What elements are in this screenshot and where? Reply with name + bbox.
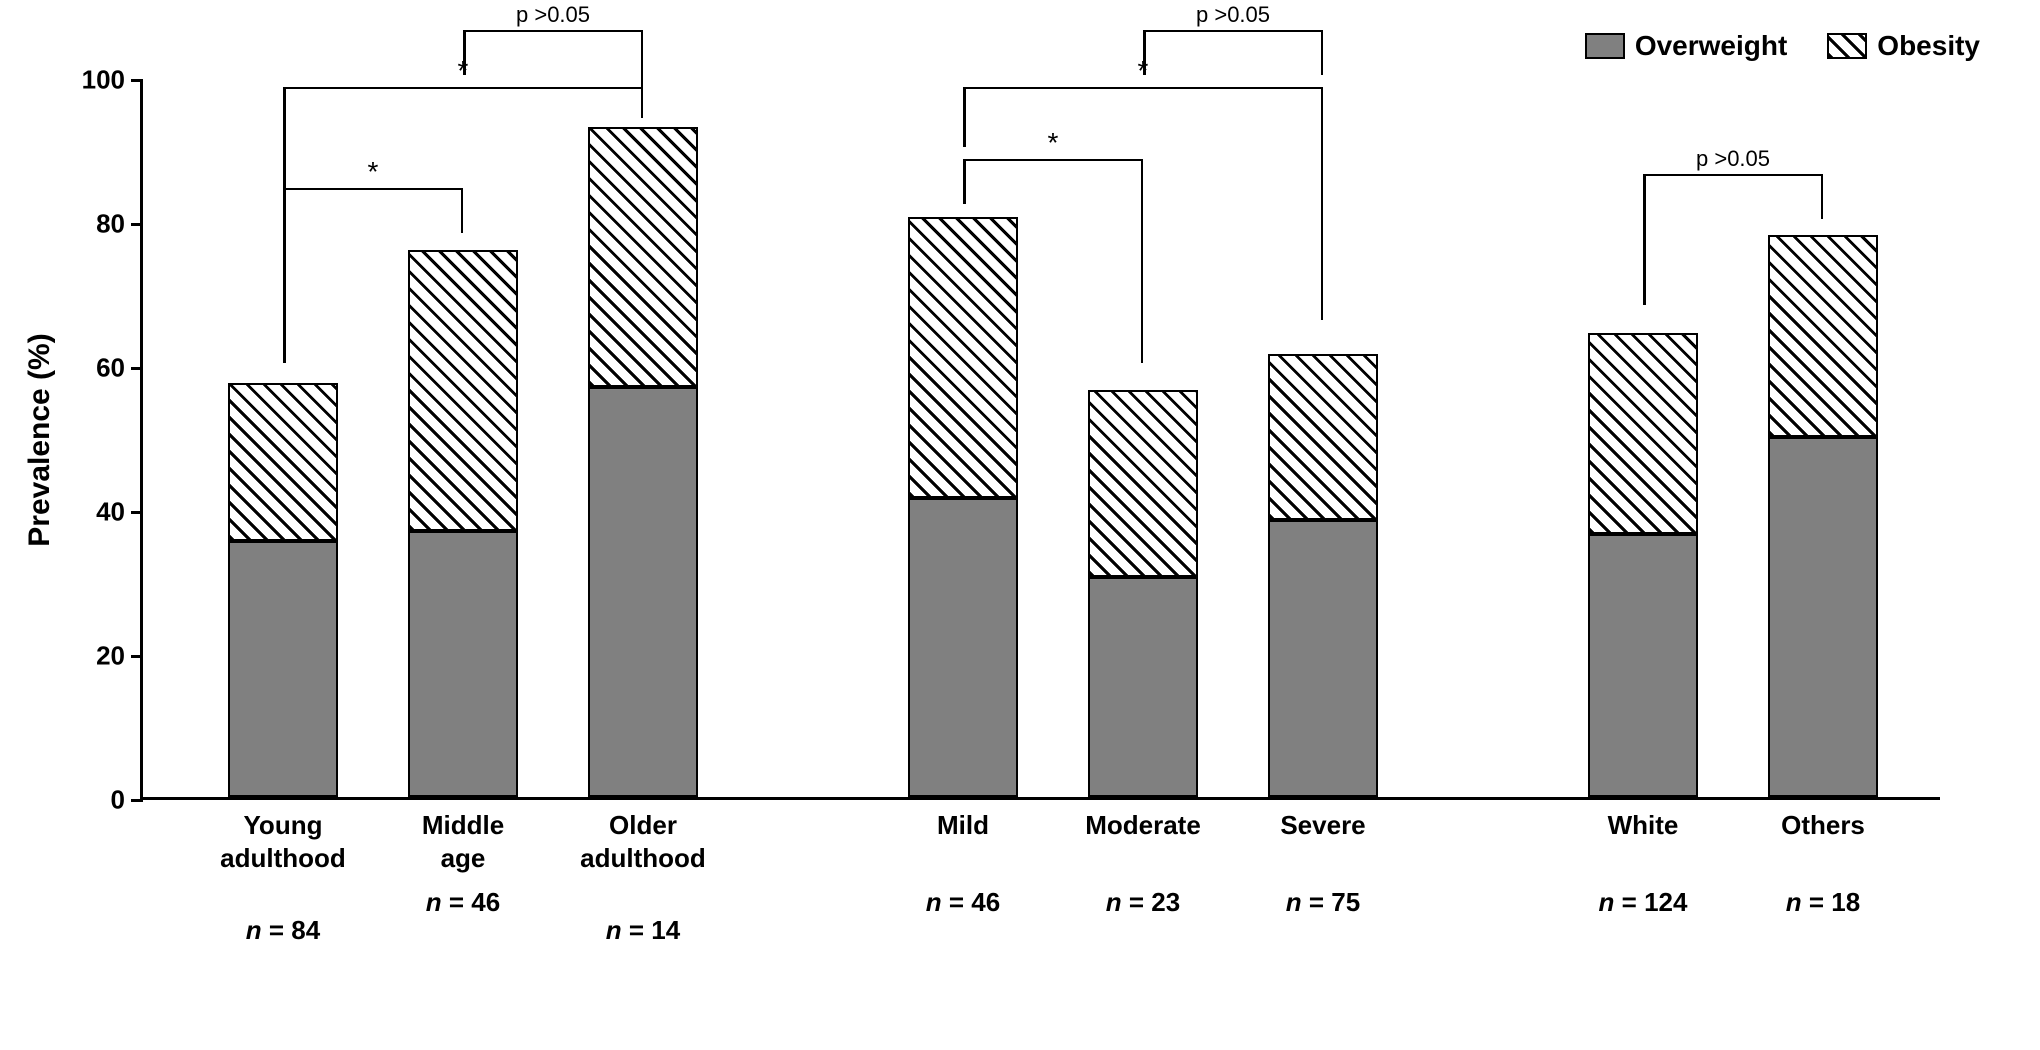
y-tick-label: 80 — [96, 209, 125, 240]
n-label: n = 46 — [926, 887, 1000, 918]
y-tick-label: 40 — [96, 497, 125, 528]
y-tick-label: 20 — [96, 641, 125, 672]
bar-segment-overweight — [408, 531, 518, 797]
legend-label-obesity: Obesity — [1877, 30, 1980, 62]
x-label: Young adulthood — [220, 809, 346, 874]
prevalence-chart: Overweight Obesity Prevalence (%) 020406… — [20, 20, 2020, 1030]
bar-segment-overweight — [1268, 520, 1378, 797]
bar-segment-overweight — [1768, 437, 1878, 797]
bar-segment-overweight — [228, 541, 338, 797]
comparison-bracket: * — [283, 87, 643, 89]
comparison-bracket: p >0.05 — [1643, 174, 1823, 176]
x-label: Middle age — [422, 809, 504, 874]
comparison-bracket: p >0.05 — [463, 30, 643, 32]
bar-segment-obesity — [908, 217, 1018, 498]
y-axis-title: Prevalence (%) — [23, 333, 57, 546]
bracket-label: p >0.05 — [1696, 146, 1770, 172]
n-label: n = 46 — [426, 887, 500, 918]
bar-segment-obesity — [1268, 354, 1378, 520]
comparison-bracket: * — [963, 159, 1143, 161]
legend-item-overweight: Overweight — [1585, 30, 1787, 62]
bar-segment-obesity — [1588, 333, 1698, 535]
n-label: n = 18 — [1786, 887, 1860, 918]
n-label: n = 124 — [1599, 887, 1688, 918]
bar-segment-overweight — [1088, 577, 1198, 797]
comparison-bracket: * — [283, 188, 463, 190]
comparison-bracket: p >0.05 — [1143, 30, 1323, 32]
legend: Overweight Obesity — [1585, 30, 1980, 62]
y-tick — [131, 799, 143, 802]
x-label: Others — [1781, 809, 1865, 842]
legend-swatch-overweight — [1585, 33, 1625, 59]
bracket-label: * — [1048, 127, 1059, 159]
bar-segment-obesity — [1768, 235, 1878, 437]
n-label: n = 75 — [1286, 887, 1360, 918]
bar-segment-overweight — [908, 498, 1018, 797]
x-label: Severe — [1280, 809, 1365, 842]
y-tick-label: 0 — [111, 785, 125, 816]
y-tick — [131, 79, 143, 82]
y-tick-label: 100 — [82, 65, 125, 96]
x-label: Older adulthood — [580, 809, 706, 874]
bar-segment-obesity — [588, 127, 698, 386]
n-label: n = 23 — [1106, 887, 1180, 918]
x-label: Mild — [937, 809, 989, 842]
legend-item-obesity: Obesity — [1827, 30, 1980, 62]
bracket-label: p >0.05 — [1196, 2, 1270, 28]
bar-segment-obesity — [1088, 390, 1198, 577]
n-label: n = 14 — [606, 915, 680, 946]
bracket-label: p >0.05 — [516, 2, 590, 28]
bar-segment-obesity — [228, 383, 338, 541]
bar-segment-overweight — [588, 387, 698, 797]
bracket-label: * — [368, 156, 379, 188]
x-label: Moderate — [1085, 809, 1201, 842]
legend-label-overweight: Overweight — [1635, 30, 1787, 62]
bar-segment-obesity — [408, 250, 518, 531]
y-tick-label: 60 — [96, 353, 125, 384]
legend-swatch-obesity — [1827, 33, 1867, 59]
x-label: White — [1608, 809, 1679, 842]
n-label: n = 84 — [246, 915, 320, 946]
bar-segment-overweight — [1588, 534, 1698, 797]
y-tick — [131, 655, 143, 658]
y-tick — [131, 367, 143, 370]
plot-area: 020406080100Young adulthoodn = 84Middle … — [140, 80, 1940, 800]
y-tick — [131, 511, 143, 514]
comparison-bracket: * — [963, 87, 1323, 89]
y-tick — [131, 223, 143, 226]
